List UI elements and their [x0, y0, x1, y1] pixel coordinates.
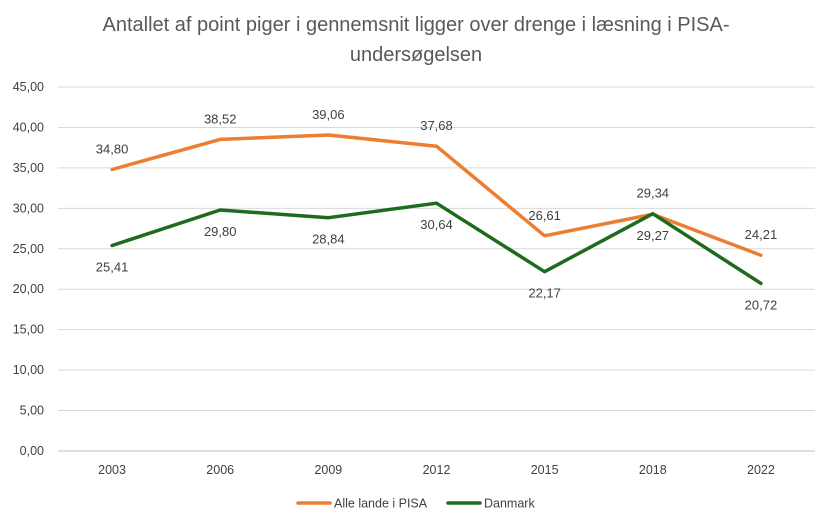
legend: Alle lande i PISA Danmark	[296, 497, 535, 511]
x-tick-label: 2003	[98, 463, 126, 477]
y-tick-label: 15,00	[13, 323, 44, 337]
y-tick-label: 30,00	[13, 201, 44, 215]
data-label: 20,72	[745, 297, 778, 312]
data-labels: 34,80 25,41 38,52 29,80 39,06 28,84 37,68 30,64…	[96, 107, 777, 312]
x-tick-label: 2015	[531, 463, 559, 477]
data-label: 39,06	[312, 107, 345, 122]
y-tick-label: 35,00	[13, 161, 44, 175]
y-tick-label: 40,00	[13, 120, 44, 134]
y-tick-label: 45,00	[13, 80, 44, 94]
y-axis-ticks: 0,00 5,00 10,00 15,00 20,00 25,00 30,00 35,00 40…	[13, 80, 44, 458]
y-tick-label: 20,00	[13, 282, 44, 296]
series-lines	[110, 133, 763, 286]
x-tick-label: 2006	[206, 463, 234, 477]
y-tick-label: 10,00	[13, 363, 44, 377]
x-tick-label: 2012	[423, 463, 451, 477]
data-label: 38,52	[204, 111, 237, 126]
y-tick-label: 5,00	[20, 404, 44, 418]
x-tick-label: 2018	[639, 463, 667, 477]
x-tick-label: 2009	[314, 463, 342, 477]
data-label: 28,84	[312, 232, 345, 247]
gridlines	[58, 86, 815, 452]
x-tick-label: 2022	[747, 463, 775, 477]
data-label: 34,80	[96, 142, 129, 157]
y-tick-label: 25,00	[13, 242, 44, 256]
chart-title-line-2: undersøgelsen	[350, 44, 482, 66]
data-label: 29,34	[637, 186, 670, 201]
data-label: 22,17	[528, 286, 561, 301]
data-label: 29,27	[637, 228, 670, 243]
series-line-danmark	[110, 201, 763, 286]
data-label: 37,68	[420, 118, 453, 133]
data-label: 25,41	[96, 259, 129, 274]
y-tick-label: 0,00	[20, 444, 44, 458]
legend-label: Alle lande i PISA	[334, 497, 428, 511]
chart-title-line-1: Antallet af point piger i gennemsnit lig…	[102, 14, 729, 36]
legend-label: Danmark	[484, 497, 535, 511]
x-axis-ticks: 2003 2006 2009 2012 2015 2018 2022	[98, 463, 775, 477]
data-label: 24,21	[745, 227, 778, 242]
data-label: 30,64	[420, 217, 453, 232]
data-label: 29,80	[204, 224, 237, 239]
data-label: 26,61	[528, 208, 561, 223]
